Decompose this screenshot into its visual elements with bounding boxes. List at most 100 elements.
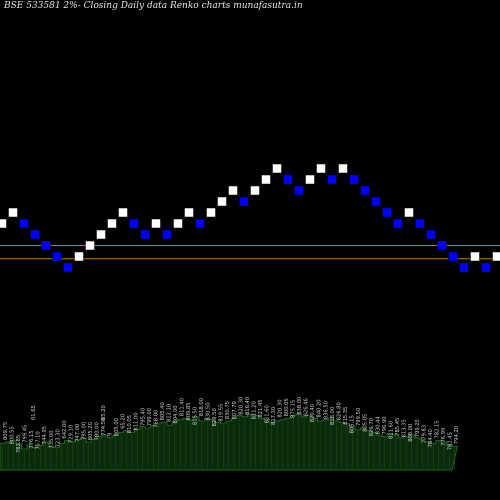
volume-price-label: 805.40 [160, 402, 166, 420]
volume-price-label: 830.50 [206, 402, 212, 420]
renko-brick-down [294, 185, 304, 196]
volume-price-label: 805.05 [363, 414, 369, 432]
volume-price-label: 757.10 [36, 431, 42, 449]
renko-brick-up [96, 229, 106, 240]
volume-price-label: 816.40 [245, 397, 251, 415]
volume-price-label: 774.50 [101, 418, 107, 436]
volume-price-label: 817.30 [271, 407, 277, 425]
renko-bricks [0, 163, 500, 273]
renko-brick-up [305, 174, 315, 185]
renko-brick-up [118, 207, 128, 218]
volume-price-label: 795.00 [81, 422, 87, 440]
renko-brick-up [492, 251, 500, 262]
renko-brick-up [206, 207, 216, 218]
renko-brick-up [261, 174, 271, 185]
volume-price-label: 796.90 [382, 416, 388, 434]
renko-brick-down [426, 229, 436, 240]
volume-price-label: 830.75 [225, 401, 231, 419]
volume-price-label: 776.15 [29, 430, 35, 448]
volume-price-label: 812.10 [166, 404, 172, 422]
renko-brick-up [272, 163, 282, 174]
volume-price-label: 744.95 [42, 426, 48, 444]
chart-title: BSE 533581 2%- Closing Daily data Renko … [4, 1, 303, 11]
renko-brick-down [393, 218, 403, 229]
volume-price-label: 829.50 [212, 408, 218, 426]
renko-brick-up [338, 163, 348, 174]
volume-price-label: 9 [108, 433, 114, 436]
renko-brick-down [459, 262, 469, 273]
volume-price-label: 820.30 [278, 399, 284, 417]
volume-price-label: 821.45 [258, 399, 264, 417]
renko-brick-down [162, 229, 172, 240]
renko-brick-up [107, 218, 117, 229]
volume-price-label: 794.20 [454, 426, 460, 444]
renko-brick-down [239, 196, 249, 207]
volume-price-label: 781.45 [448, 432, 454, 450]
renko-brick-down [283, 174, 293, 185]
renko-brick-down [30, 229, 40, 240]
volume-price-label: 811.40 [180, 398, 186, 416]
renko-brick-down [327, 174, 337, 185]
volume-price-label: 820.30 [238, 397, 244, 415]
volume-price-label: 804.00 [173, 405, 179, 423]
volume-price-label: 808.00 [408, 424, 414, 442]
renko-brick-up [173, 218, 183, 229]
renko-brick-down [41, 240, 51, 251]
volume-price-label: 805.00 [114, 418, 120, 436]
volume-price-label: 819.55 [219, 404, 225, 422]
volume-price-label: 826.80 [336, 402, 342, 420]
volume-price-label: 776.99 [441, 428, 447, 446]
volume-price-label: 875.15 [291, 400, 297, 418]
renko-brick-down [437, 240, 447, 251]
volume-price-label: 768.00 [153, 410, 159, 428]
volume-price-label: 747.00 [75, 424, 81, 442]
renko-brick-down [52, 251, 62, 262]
renko-brick-down [448, 251, 458, 262]
volume-price-label: 818.00 [330, 407, 336, 425]
renko-brick-up [470, 251, 480, 262]
volume-price-label: 807.70 [232, 401, 238, 419]
volume-price-label: 729.10 [68, 425, 74, 443]
renko-brick-up [404, 207, 414, 218]
renko-brick-down [360, 185, 370, 196]
volume-price-label: 838.00 [297, 397, 303, 415]
volume-price-label: 779.83 [421, 425, 427, 443]
renko-brick-up [316, 163, 326, 174]
volume-price-label: 830.44 [376, 416, 382, 435]
volume-top-label: 61.65 [31, 405, 37, 420]
volume-price-label: 811.60 [389, 421, 395, 439]
renko-brick-down [63, 262, 73, 273]
renko-brick-up [0, 218, 7, 229]
volume-price-label: 811.00 [134, 412, 140, 430]
volume-price-label: 799.45 [23, 425, 29, 443]
volume-price-label: 805.20 [88, 422, 94, 440]
volume-price-label: 799.50 [356, 408, 362, 426]
renko-brick-down [129, 218, 139, 229]
volume-price-label: 800.55 [10, 426, 16, 444]
renko-brick-up [217, 196, 227, 207]
renko-brick-down [195, 218, 205, 229]
volume-price-label: 784.40 [428, 429, 434, 447]
volume-price-label: 836.50 [323, 401, 329, 419]
renko-brick-up [228, 185, 238, 196]
volume-price-label: 799.25 [415, 419, 421, 437]
volume-price-label: 809.75 [3, 422, 9, 440]
volume-area [0, 413, 459, 471]
volume-price-label: 65.20 [121, 414, 127, 429]
volume-price-label: 826.46 [304, 398, 310, 416]
volume-price-label: 810.05 [127, 415, 133, 433]
volume-price-label: 795.40 [140, 408, 146, 426]
renko-brick-up [74, 251, 84, 262]
renko-brick-up [8, 207, 18, 218]
renko-brick-down [371, 196, 381, 207]
renko-brick-up [184, 207, 194, 218]
volume-price-label: 785.45 [395, 418, 401, 436]
volume-price-label: 813.35 [402, 419, 408, 437]
volume-price-label: 809.85 [186, 402, 192, 420]
volume-price-label: 805.15 [349, 415, 355, 433]
volume-price-label: 735.00 [49, 430, 55, 448]
renko-brick-down [415, 218, 425, 229]
renko-brick-down [140, 229, 150, 240]
